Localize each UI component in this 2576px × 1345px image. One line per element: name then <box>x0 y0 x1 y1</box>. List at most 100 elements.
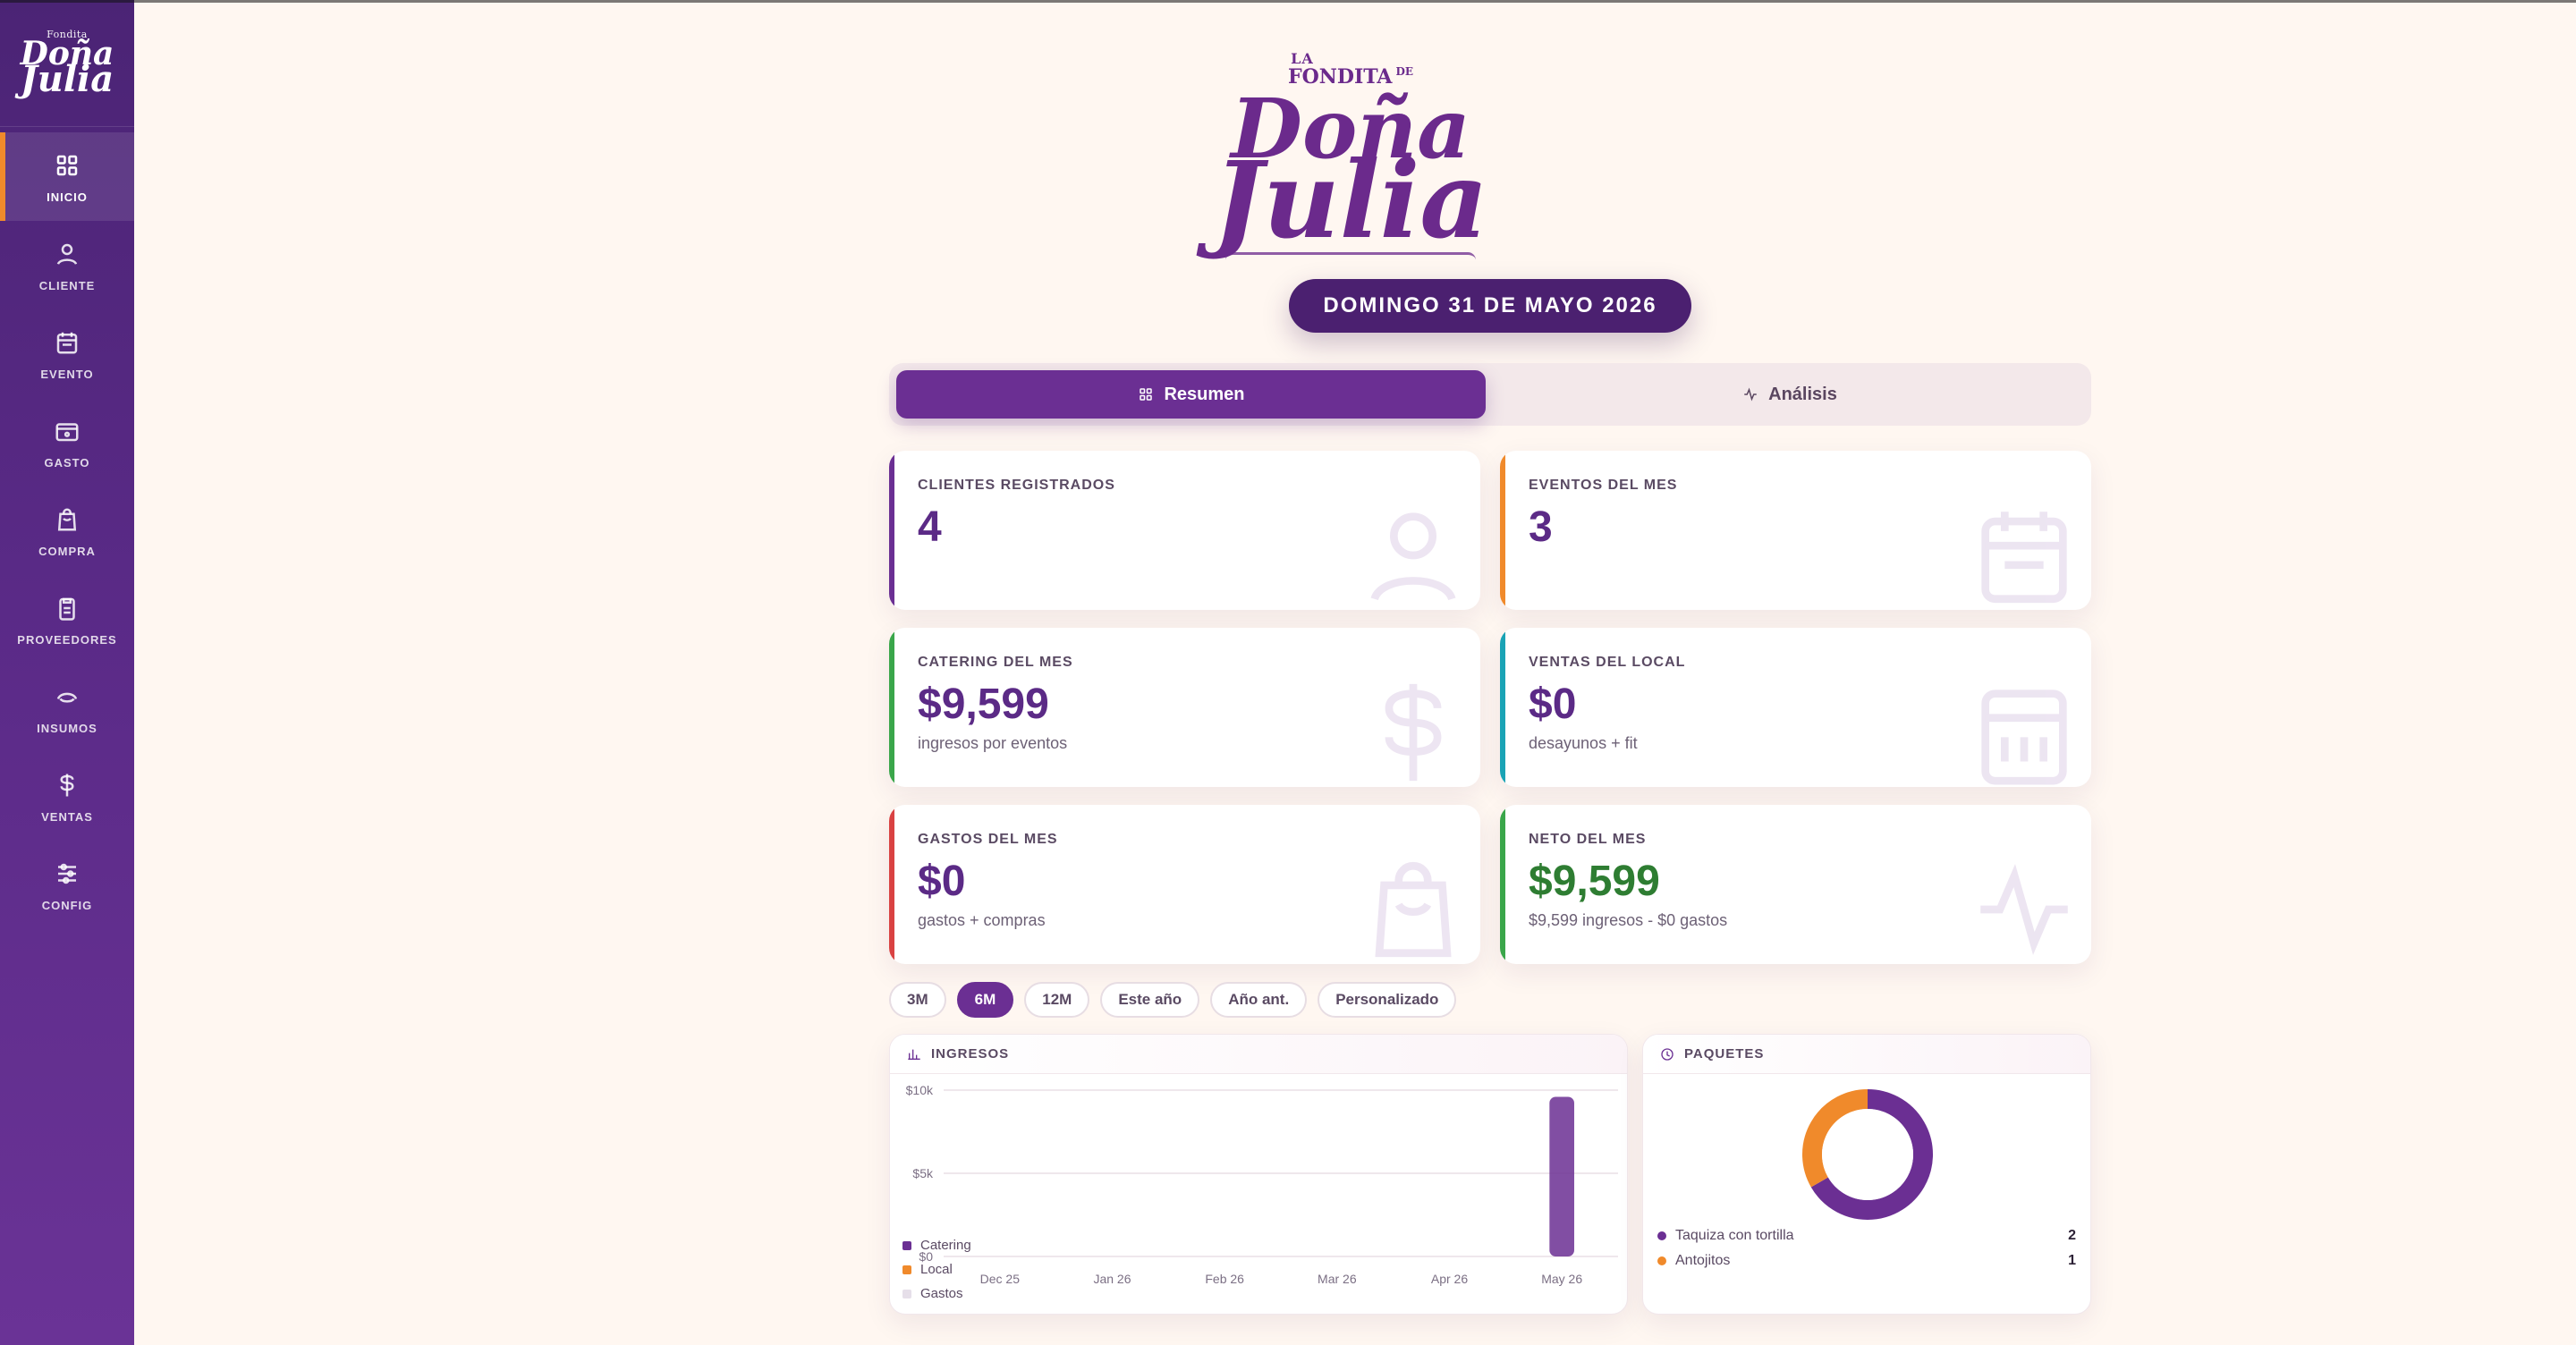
range-12m[interactable]: 12M <box>1024 982 1090 1018</box>
hero-logo-la: LA <box>1291 50 1314 67</box>
stat-title: GASTOS DEL MES <box>918 832 1058 847</box>
sidebar-item-evento[interactable]: EVENTO <box>0 309 134 398</box>
sidebar-item-label: CONFIG <box>41 899 93 912</box>
hero-logo-dona: Doña <box>1231 80 1470 177</box>
package-dot <box>1657 1231 1666 1240</box>
tab-label: Resumen <box>1164 384 1245 404</box>
stat-title: NETO DEL MES <box>1529 832 1647 847</box>
stat-subtitle: $9,599 ingresos - $0 gastos <box>1529 911 1728 929</box>
stat-subtitle: gastos + compras <box>918 911 1046 929</box>
stats-grid: CLIENTES REGISTRADOS 4 EVENTOS DEL MES 3… <box>889 451 2091 964</box>
top-border <box>0 0 2576 3</box>
y-tick-label: $10k <box>906 1083 934 1097</box>
packages-title: PAQUETES <box>1684 1046 1765 1062</box>
packages-header: PAQUETES <box>1643 1035 2090 1074</box>
date-pill: DOMINGO 31 DE MAYO 2026 <box>1289 279 1691 333</box>
range-personalizado[interactable]: Personalizado <box>1318 982 1457 1018</box>
sidebar-item-label: INICIO <box>47 190 88 204</box>
sidebar-brand[interactable]: Fondita Doña Julia <box>0 0 134 127</box>
shopping-bag-icon <box>51 503 83 536</box>
stat-title: VENTAS DEL LOCAL <box>1529 655 1686 670</box>
sidebar-item-label: PROVEEDORES <box>17 633 117 647</box>
legend-item-local: Local <box>902 1262 971 1277</box>
packages-donut <box>1802 1089 1933 1220</box>
view-tabs: Resumen Análisis <box>889 363 2091 426</box>
stat-subtitle: ingresos por eventos <box>918 734 1068 752</box>
calendar-icon <box>1981 512 2067 604</box>
incomes-panel: INGRESOS Dec 25 Jan 26 Feb 26 Mar 26 Apr 26 M… <box>889 1034 1628 1315</box>
stat-value: $9,599 <box>1529 858 1660 905</box>
stat-card-eventos: EVENTOS DEL MES 3 <box>1500 451 2091 610</box>
user-icon <box>51 238 83 270</box>
package-count: 1 <box>2068 1253 2076 1268</box>
sidebar-item-compra[interactable]: COMPRA <box>0 486 134 575</box>
package-dot <box>1657 1256 1666 1265</box>
package-label: Antojitos <box>1675 1253 1731 1268</box>
tab-label: Análisis <box>1768 384 1837 404</box>
incomes-legend: Catering Local Gastos <box>902 1238 971 1301</box>
donut-slice-1 <box>1810 1089 1933 1220</box>
package-left: Taquiza con tortilla <box>1657 1228 1794 1244</box>
sidebar-nav: INICIO CLIENTE EVENTO <box>0 127 134 929</box>
wallet-icon <box>51 415 83 447</box>
dollar-icon <box>51 769 83 801</box>
sidebar-item-label: EVENTO <box>40 368 94 381</box>
legend-item-gastos: Gastos <box>902 1286 971 1301</box>
stat-title: EVENTOS DEL MES <box>1529 478 1678 493</box>
sidebar-item-label: VENTAS <box>41 810 93 824</box>
sidebar-item-config[interactable]: CONFIG <box>0 841 134 929</box>
sidebar-item-label: GASTO <box>44 456 90 469</box>
x-tick-label: May 26 <box>1541 1272 1582 1286</box>
incomes-chart: Dec 25 Jan 26 Feb 26 Mar 26 Apr 26 May 26 $10… <box>906 1083 1618 1286</box>
grid-icon <box>51 149 83 182</box>
donut-slice-2 <box>1802 1089 1868 1188</box>
tab-resumen[interactable]: Resumen <box>896 370 1486 419</box>
incomes-yticks: $10k $5k $0 <box>906 1083 934 1264</box>
sidebar-item-ventas[interactable]: VENTAS <box>0 752 134 841</box>
sidebar-item-insumos[interactable]: INSUMOS <box>0 664 134 752</box>
x-tick-label: Mar 26 <box>1318 1272 1357 1286</box>
package-row-taquiza: Taquiza con tortilla 2 <box>1657 1228 2076 1244</box>
sidebar-item-cliente[interactable]: CLIENTE <box>0 221 134 309</box>
hero-logo-julia: Julia <box>1213 138 1488 263</box>
cash-register-icon <box>1981 689 2067 785</box>
package-count: 2 <box>2068 1228 2076 1243</box>
sidebar-item-label: INSUMOS <box>37 722 97 735</box>
stat-value: $0 <box>1529 681 1577 728</box>
sidebar-item-proveedores[interactable]: PROVEEDORES <box>0 575 134 664</box>
legend-swatch <box>902 1289 911 1298</box>
grid-icon <box>1137 385 1155 403</box>
range-ano-anterior[interactable]: Año ant. <box>1210 982 1308 1018</box>
main-content: LA FONDITA DE Doña Julia DOMINGO 31 DE MA… <box>134 0 2576 1345</box>
sidebar-item-gasto[interactable]: GASTO <box>0 398 134 486</box>
range-selector: 3M 6M 12M Este año Año ant. Personalizad… <box>889 982 1457 1018</box>
clipboard-icon <box>51 592 83 624</box>
range-6m[interactable]: 6M <box>956 982 1014 1018</box>
stat-subtitle: desayunos + fit <box>1529 734 1638 752</box>
range-3m[interactable]: 3M <box>889 982 946 1018</box>
range-este-ano[interactable]: Este año <box>1100 982 1200 1018</box>
legend-item-catering: Catering <box>902 1238 971 1253</box>
sidebar-item-inicio[interactable]: INICIO <box>0 132 134 221</box>
package-label: Taquiza con tortilla <box>1675 1228 1794 1243</box>
legend-label: Catering <box>920 1238 971 1253</box>
packages-panel: PAQUETES Taquiza con tortilla 2 Antojito… <box>1642 1034 2091 1315</box>
incomes-bars <box>1549 1096 1574 1256</box>
y-tick-label: $5k <box>912 1166 934 1180</box>
package-left: Antojitos <box>1657 1253 1730 1269</box>
calendar-icon <box>51 326 83 359</box>
stat-value: $9,599 <box>918 681 1049 728</box>
legend-label: Gastos <box>920 1286 963 1301</box>
x-tick-label: Apr 26 <box>1431 1272 1468 1286</box>
tab-analisis[interactable]: Análisis <box>1495 370 2084 419</box>
stat-card-clientes: CLIENTES REGISTRADOS 4 <box>889 451 1480 610</box>
sidebar-logo-line2: Julia <box>20 57 114 100</box>
hero-logo: LA FONDITA DE Doña Julia <box>1208 50 1494 268</box>
x-tick-label: Feb 26 <box>1205 1272 1244 1286</box>
dollar-icon <box>1385 683 1442 782</box>
activity-icon <box>1980 864 2068 955</box>
incomes-xticks: Dec 25 Jan 26 Feb 26 Mar 26 Apr 26 May 26 <box>980 1272 1583 1286</box>
shopping-bag-icon <box>1375 861 1452 958</box>
taco-icon <box>51 681 83 713</box>
